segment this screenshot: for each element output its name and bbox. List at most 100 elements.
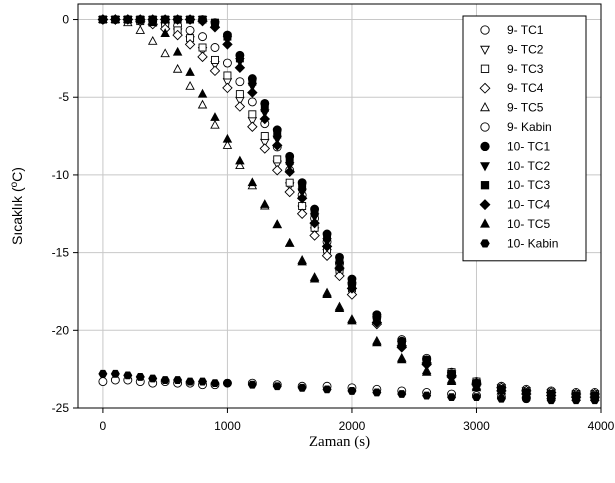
data-point xyxy=(210,379,220,388)
data-point xyxy=(334,262,345,274)
legend-marker xyxy=(480,218,490,228)
data-point xyxy=(198,43,207,52)
legend-marker xyxy=(479,82,491,94)
data-point xyxy=(234,101,246,112)
data-point xyxy=(160,28,170,37)
data-point xyxy=(98,14,108,23)
legend-label: 10- TC1 xyxy=(507,139,550,153)
data-point xyxy=(272,165,283,176)
data-point xyxy=(321,250,333,261)
data-point xyxy=(123,14,133,23)
data-point xyxy=(521,394,531,403)
legend-label: 9- TC5 xyxy=(507,101,544,115)
data-point xyxy=(185,25,195,35)
data-point xyxy=(335,256,344,265)
data-point xyxy=(222,133,233,143)
data-point xyxy=(235,77,245,87)
legend-marker xyxy=(479,199,491,211)
legend-label: 10- Kabin xyxy=(507,236,558,250)
data-point xyxy=(273,130,282,139)
data-point xyxy=(284,237,295,247)
series-11 xyxy=(98,369,600,405)
y-tick-label: -5 xyxy=(58,90,69,104)
data-point xyxy=(371,317,383,328)
data-point xyxy=(590,396,600,405)
data-point xyxy=(309,273,320,283)
data-point xyxy=(323,233,332,242)
data-point xyxy=(285,156,294,165)
data-point xyxy=(296,192,308,204)
y-axis-label: Sıcaklık (oC) xyxy=(9,167,26,245)
data-point xyxy=(321,241,333,252)
data-point xyxy=(334,270,345,282)
data-point xyxy=(209,22,221,33)
legend-entry: 9- TC5 xyxy=(480,101,544,115)
data-point xyxy=(346,289,358,300)
data-point xyxy=(298,183,307,192)
data-point xyxy=(396,342,407,353)
legend-label: 10- TC2 xyxy=(507,159,550,173)
data-point xyxy=(147,17,158,27)
data-point xyxy=(347,315,357,325)
data-point xyxy=(422,391,432,400)
data-point xyxy=(235,155,245,165)
data-point xyxy=(184,14,196,25)
data-point xyxy=(147,35,158,45)
data-point xyxy=(247,177,258,187)
legend-label: 9- TC2 xyxy=(507,42,544,56)
legend-marker xyxy=(480,181,490,190)
data-point xyxy=(310,208,319,217)
data-point xyxy=(210,112,220,121)
data-point xyxy=(471,393,481,402)
data-point xyxy=(223,32,232,41)
data-point xyxy=(110,369,120,378)
data-point xyxy=(123,371,133,380)
data-point xyxy=(197,51,208,63)
data-point xyxy=(397,390,407,398)
data-point xyxy=(160,48,170,58)
data-point xyxy=(248,77,257,86)
legend-entry: 10- TC1 xyxy=(480,139,550,153)
legend-marker xyxy=(480,239,490,248)
data-point xyxy=(222,379,232,388)
data-point xyxy=(496,394,506,403)
data-point xyxy=(198,377,208,386)
data-point xyxy=(447,393,457,402)
data-point xyxy=(397,354,407,364)
data-point xyxy=(346,283,358,294)
data-point xyxy=(260,132,269,141)
data-marks xyxy=(97,14,601,405)
data-point xyxy=(222,140,233,149)
data-point xyxy=(334,303,345,313)
legend-marker xyxy=(480,162,490,172)
data-point xyxy=(148,374,158,383)
y-tick-label: -20 xyxy=(52,323,70,337)
plot-frame xyxy=(77,3,602,409)
legend-label: 10- TC5 xyxy=(507,217,550,231)
data-point xyxy=(172,63,183,73)
data-point xyxy=(298,202,307,210)
data-point xyxy=(496,385,507,395)
legend-entry: 10- TC2 xyxy=(480,159,550,173)
data-point xyxy=(110,14,121,23)
y-tick-label: -15 xyxy=(52,246,70,260)
x-tick-label: 2000 xyxy=(339,419,366,433)
data-point xyxy=(222,82,233,94)
data-point xyxy=(446,376,457,386)
data-point xyxy=(421,366,432,376)
data-point xyxy=(185,377,195,386)
legend-entry: 9- TC2 xyxy=(480,42,544,56)
data-point xyxy=(372,388,382,397)
x-axis-label: Zaman (s) xyxy=(309,434,370,450)
legend-label: 9- TC1 xyxy=(507,23,544,37)
legend-box xyxy=(462,15,587,262)
data-point xyxy=(284,166,295,178)
legend-entry: 10- TC3 xyxy=(480,178,550,192)
data-point xyxy=(197,15,208,27)
data-point xyxy=(210,43,220,52)
y-tick-label: -25 xyxy=(52,401,70,415)
data-point xyxy=(98,377,108,387)
data-point xyxy=(372,337,382,347)
legend-marker xyxy=(480,122,490,132)
legend-label: 9- TC4 xyxy=(507,81,544,95)
